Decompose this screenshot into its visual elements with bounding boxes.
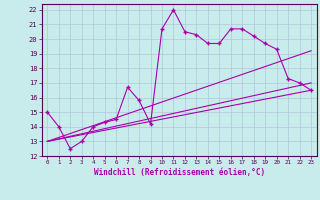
X-axis label: Windchill (Refroidissement éolien,°C): Windchill (Refroidissement éolien,°C) [94,168,265,177]
